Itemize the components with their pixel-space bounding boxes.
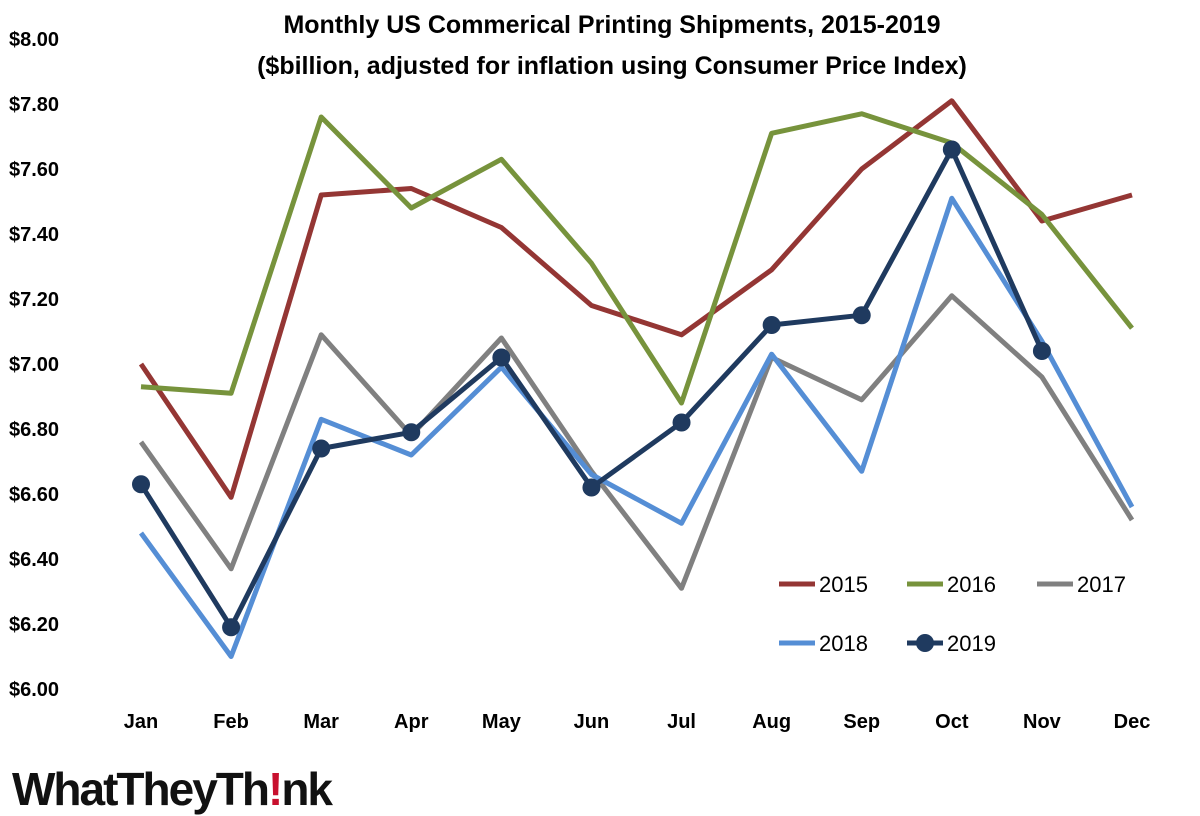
y-tick-label: $7.20 bbox=[9, 289, 59, 311]
x-tick-label: Aug bbox=[752, 711, 791, 733]
y-tick-label: $7.40 bbox=[9, 224, 59, 246]
x-tick-label: Jul bbox=[667, 711, 696, 733]
series-markers bbox=[132, 140, 1051, 637]
x-tick-label: Dec bbox=[1114, 711, 1151, 733]
y-axis: $6.00 $6.20 $6.40 $6.60 $6.80 $7.00 $7.20 $7.40… bbox=[9, 29, 59, 701]
x-tick-label: Sep bbox=[843, 711, 880, 733]
y-tick-label: $7.60 bbox=[9, 159, 59, 181]
y-tick-label: $8.00 bbox=[9, 29, 59, 51]
x-tick-label: Jan bbox=[124, 711, 158, 733]
data-point-2019 bbox=[852, 306, 871, 325]
legend-label-2017: 2017 bbox=[1077, 572, 1126, 597]
series-line-2019 bbox=[138, 147, 1045, 630]
x-tick-label: Jun bbox=[574, 711, 610, 733]
data-point-2019 bbox=[402, 423, 421, 442]
whattheythink-logo: WhatTheyTh! nk bbox=[12, 752, 333, 815]
logo-exclamation-mark: ! bbox=[267, 763, 283, 815]
logo-text-start: WhatTheyTh bbox=[12, 763, 270, 815]
chart-title: Monthly US Commerical Printing Shipments… bbox=[257, 11, 967, 80]
legend-label-2015: 2015 bbox=[819, 572, 868, 597]
data-point-2019 bbox=[1032, 342, 1051, 360]
data-point-2019 bbox=[942, 140, 961, 159]
data-point-2019 bbox=[132, 475, 150, 494]
x-tick-label: Apr bbox=[394, 711, 429, 733]
legend-item-2017: 2017 bbox=[1037, 572, 1126, 597]
legend-marker-2019 bbox=[916, 634, 934, 652]
legend-label-2016: 2016 bbox=[947, 572, 996, 597]
legend-item-2019: 2019 bbox=[907, 631, 996, 656]
x-tick-label: Mar bbox=[303, 711, 339, 733]
data-point-2019 bbox=[672, 413, 691, 432]
y-tick-label: $6.20 bbox=[9, 614, 59, 636]
x-tick-label: May bbox=[482, 711, 522, 733]
data-point-2019 bbox=[492, 348, 511, 367]
logo-text-end: nk bbox=[281, 763, 333, 815]
legend: 2015 2016 2017 2018 2019 bbox=[779, 572, 1126, 656]
y-tick-label: $6.80 bbox=[9, 419, 59, 441]
data-point-2019 bbox=[582, 478, 601, 497]
x-tick-label: Nov bbox=[1023, 711, 1062, 733]
data-point-2019 bbox=[312, 439, 331, 458]
x-axis: Jan Feb Mar Apr May Jun Jul Aug Sep Oct Nov Dec bbox=[124, 711, 1151, 733]
legend-label-2019: 2019 bbox=[947, 631, 996, 656]
legend-item-2016: 2016 bbox=[907, 572, 996, 597]
y-tick-label: $7.00 bbox=[9, 354, 59, 376]
legend-item-2018: 2018 bbox=[779, 631, 868, 656]
series-line-2017 bbox=[138, 293, 1135, 591]
series-line-2016 bbox=[140, 111, 1134, 406]
y-tick-label: $7.80 bbox=[9, 94, 59, 116]
x-tick-label: Oct bbox=[935, 711, 969, 733]
chart-subtitle: ($billion, adjusted for inflation using … bbox=[257, 52, 967, 80]
data-point-2019 bbox=[762, 316, 781, 334]
y-tick-label: $6.60 bbox=[9, 484, 59, 506]
y-tick-label: $6.40 bbox=[9, 549, 59, 571]
x-tick-label: Feb bbox=[213, 711, 249, 733]
chart-title-line-1: Monthly US Commerical Printing Shipments… bbox=[283, 11, 940, 39]
y-tick-label: $6.00 bbox=[9, 679, 59, 701]
legend-label-2018: 2018 bbox=[819, 631, 868, 656]
legend-item-2015: 2015 bbox=[779, 572, 868, 597]
series-line-2018 bbox=[138, 195, 1135, 659]
data-point-2019 bbox=[222, 618, 241, 637]
series-line-2015 bbox=[138, 98, 1133, 500]
